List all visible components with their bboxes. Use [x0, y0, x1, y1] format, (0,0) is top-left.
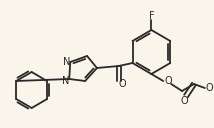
Text: O: O [164, 76, 172, 86]
Text: F: F [149, 11, 154, 21]
Text: N: N [62, 76, 69, 86]
Text: O: O [119, 79, 126, 89]
Text: O: O [180, 96, 188, 106]
Text: N: N [63, 57, 70, 67]
Text: O: O [206, 83, 214, 93]
